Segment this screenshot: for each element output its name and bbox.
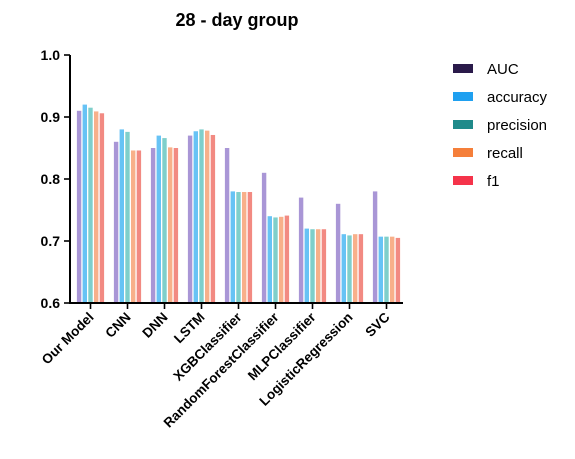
x-tick-label: CNN	[102, 310, 133, 341]
bar-precision-4	[236, 192, 241, 303]
bar-AUC-5	[261, 172, 267, 303]
chart-title: 28 - day group	[175, 10, 298, 30]
bar-recall-1	[131, 150, 136, 303]
legend-swatch-precision	[453, 120, 473, 129]
bar-precision-5	[273, 217, 278, 303]
bar-AUC-7	[335, 203, 341, 303]
bar-recall-2	[168, 147, 173, 303]
bar-accuracy-6	[304, 228, 309, 303]
bar-f1-7	[358, 234, 364, 303]
legend-swatch-accuracy	[453, 92, 473, 101]
bar-recall-5	[279, 216, 284, 303]
bar-accuracy-0	[82, 104, 87, 303]
legend-label-f1: f1	[487, 173, 500, 190]
bar-accuracy-4	[230, 191, 235, 303]
bar-f1-5	[284, 215, 290, 303]
bar-accuracy-3	[193, 131, 198, 303]
legend-label-precision: precision	[487, 117, 547, 134]
bar-recall-3	[205, 130, 210, 303]
y-tick-label: 0.8	[41, 171, 61, 187]
bar-accuracy-1	[119, 129, 124, 303]
bar-accuracy-5	[267, 216, 272, 303]
y-tick-label: 0.9	[41, 109, 61, 125]
y-tick-label: 0.6	[41, 295, 61, 311]
bar-recall-7	[353, 234, 358, 303]
bar-precision-8	[384, 236, 389, 303]
bar-recall-4	[242, 192, 247, 303]
y-tick-label: 1.0	[41, 47, 61, 63]
x-tick-label: SVC	[362, 309, 392, 339]
bar-f1-8	[395, 237, 401, 303]
bar-f1-2	[173, 148, 179, 303]
bar-f1-1	[136, 150, 142, 303]
bar-precision-1	[125, 131, 130, 303]
bar-precision-2	[162, 138, 167, 303]
bar-AUC-4	[224, 148, 230, 303]
bar-precision-3	[199, 129, 204, 303]
legend-label-AUC: AUC	[487, 61, 519, 78]
legend-label-accuracy: accuracy	[487, 89, 548, 106]
bar-AUC-6	[298, 197, 304, 303]
bar-accuracy-8	[378, 236, 383, 303]
bar-precision-6	[310, 229, 315, 303]
legend-swatch-recall	[453, 148, 473, 157]
bar-AUC-1	[113, 141, 119, 303]
bar-precision-0	[88, 107, 93, 303]
y-tick-label: 0.7	[41, 233, 61, 249]
legend-swatch-AUC	[453, 64, 473, 73]
bar-AUC-3	[187, 135, 193, 303]
bar-f1-3	[210, 134, 216, 303]
bar-f1-6	[321, 229, 327, 303]
legend: AUC accuracy precision recall f1	[453, 61, 548, 190]
bar-AUC-2	[150, 148, 156, 303]
x-tick-label: Our Model	[39, 310, 97, 368]
legend-swatch-f1	[453, 176, 473, 185]
bar-AUC-0	[76, 110, 82, 303]
bar-accuracy-2	[156, 135, 161, 303]
bar-AUC-8	[372, 191, 378, 303]
legend-label-recall: recall	[487, 145, 523, 162]
bars-group	[76, 104, 401, 303]
x-tick-label: DNN	[139, 310, 170, 341]
bar-precision-7	[347, 235, 352, 303]
bar-accuracy-7	[341, 234, 346, 303]
bar-f1-0	[99, 113, 105, 303]
bar-recall-6	[316, 229, 321, 303]
bar-recall-0	[94, 111, 99, 303]
bar-f1-4	[247, 192, 253, 303]
bar-recall-8	[390, 236, 395, 303]
